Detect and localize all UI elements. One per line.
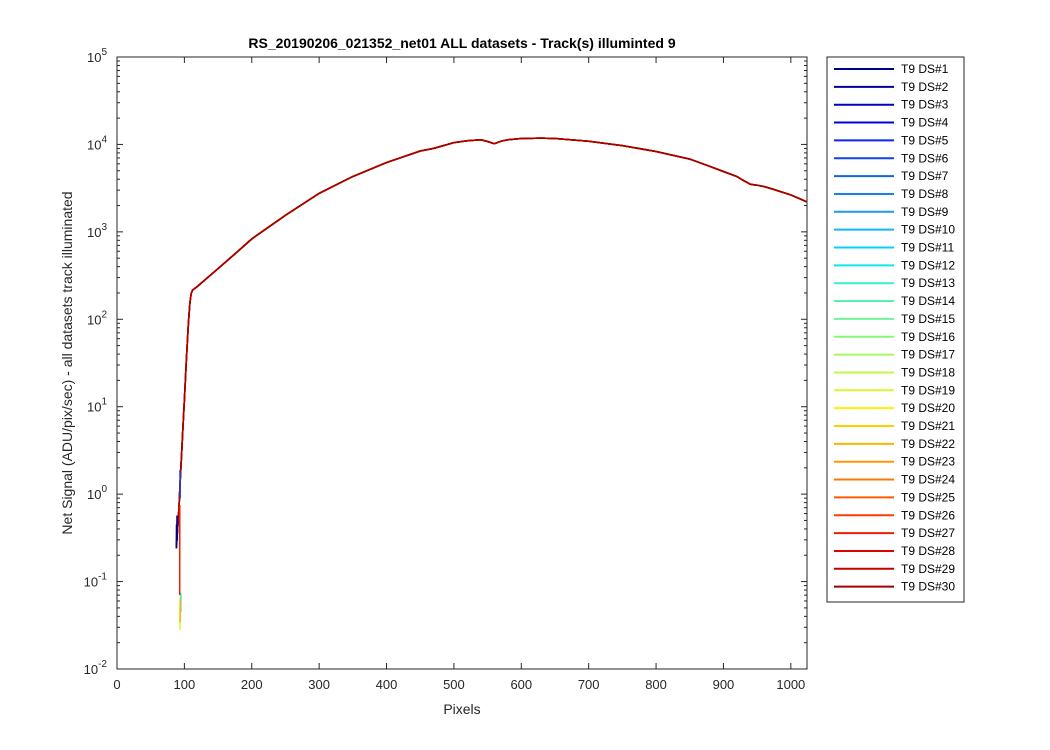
x-tick-label: 0 xyxy=(113,677,120,692)
legend-label: T9 DS#5 xyxy=(901,133,949,147)
y-tick-label: 101 xyxy=(87,397,107,415)
legend-label: T9 DS#12 xyxy=(901,258,955,272)
legend-label: T9 DS#1 xyxy=(901,62,949,76)
legend-label: T9 DS#27 xyxy=(901,526,955,540)
x-tick-label: 100 xyxy=(174,677,196,692)
legend-label: T9 DS#18 xyxy=(901,365,955,379)
legend-label: T9 DS#7 xyxy=(901,169,949,183)
legend-label: T9 DS#21 xyxy=(901,419,955,433)
x-tick-label: 800 xyxy=(645,677,667,692)
x-axis-label: Pixels xyxy=(443,701,480,717)
y-axis-label: Net Signal (ADU/pix/sec) - all datasets … xyxy=(59,191,75,534)
legend-label: T9 DS#30 xyxy=(901,580,955,594)
y-tick-label: 100 xyxy=(87,484,107,502)
plot-area xyxy=(116,56,808,670)
legend-label: T9 DS#8 xyxy=(901,187,949,201)
y-tick-label: 10-1 xyxy=(84,572,108,590)
series-layer xyxy=(175,137,807,630)
legend-label: T9 DS#13 xyxy=(901,276,955,290)
y-tick-label: 105 xyxy=(87,47,107,65)
legend-label: T9 DS#11 xyxy=(901,241,954,255)
legend-label: T9 DS#20 xyxy=(901,401,955,415)
x-tick-label: 500 xyxy=(443,677,465,692)
legend-label: T9 DS#6 xyxy=(901,151,949,165)
x-tick-label: 600 xyxy=(510,677,532,692)
legend: T9 DS#1 T9 DS#2 T9 DS#3 T9 DS#4 T9 DS#5 T9 DS… xyxy=(826,56,965,603)
y-tick-label: 10-2 xyxy=(84,659,108,677)
x-tick-label: 900 xyxy=(713,677,735,692)
legend-label: T9 DS#22 xyxy=(901,437,955,451)
legend-label: T9 DS#28 xyxy=(901,544,955,558)
legend-label: T9 DS#23 xyxy=(901,455,955,469)
legend-label: T9 DS#17 xyxy=(901,348,955,362)
y-tick-label: 104 xyxy=(87,134,107,152)
x-tick-label: 400 xyxy=(376,677,398,692)
legend-label: T9 DS#19 xyxy=(901,383,955,397)
legend-label: T9 DS#15 xyxy=(901,312,955,326)
series-start-spike-1 xyxy=(175,515,179,549)
x-tick-label: 300 xyxy=(308,677,330,692)
legend-label: T9 DS#9 xyxy=(901,205,949,219)
series-line-30 xyxy=(175,137,807,549)
x-tick-label: 1000 xyxy=(776,677,805,692)
x-tick-label: 700 xyxy=(578,677,600,692)
legend-label: T9 DS#4 xyxy=(901,116,949,130)
y-tick-label: 102 xyxy=(87,309,107,327)
legend-label: T9 DS#14 xyxy=(901,294,955,308)
legend-label: T9 DS#29 xyxy=(901,562,955,576)
chart-title: RS_20190206_021352_net01 ALL datasets - … xyxy=(248,35,675,51)
y-tick-label: 103 xyxy=(87,222,107,240)
x-tick-label: 200 xyxy=(241,677,263,692)
legend-label: T9 DS#24 xyxy=(901,473,955,487)
legend-box xyxy=(826,56,965,603)
legend-label: T9 DS#26 xyxy=(901,508,955,522)
legend-label: T9 DS#16 xyxy=(901,330,955,344)
legend-label: T9 DS#25 xyxy=(901,490,955,504)
legend-label: T9 DS#3 xyxy=(901,98,949,112)
legend-label: T9 DS#2 xyxy=(901,80,949,94)
legend-label: T9 DS#10 xyxy=(901,223,955,237)
